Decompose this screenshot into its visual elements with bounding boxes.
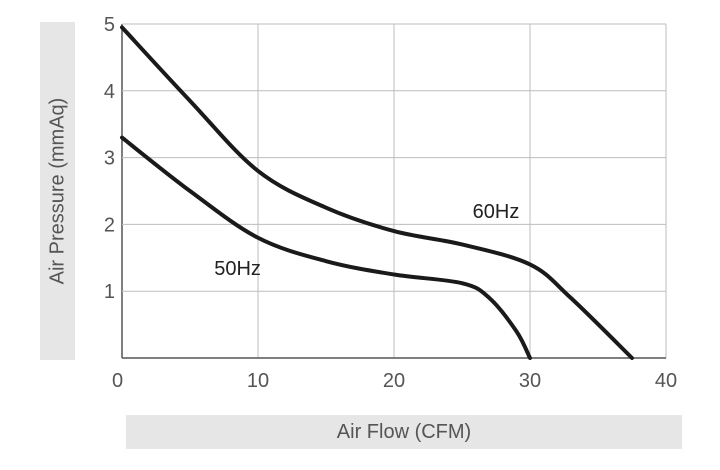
x-tick-label: 20 (383, 370, 405, 392)
y-axis-title-box: Air Pressure (mmAq) (40, 22, 75, 360)
x-axis-title: Air Flow (CFM) (336, 421, 472, 443)
y-tick-label: 1 (104, 281, 115, 303)
tick-labels: 0 10 20 30 40 1 2 3 4 5 (104, 14, 677, 392)
x-tick-label: 30 (519, 370, 541, 392)
grid (121, 23, 667, 359)
x-tick-label: 40 (655, 370, 677, 392)
series-line-50Hz (120, 135, 532, 360)
series-lines (120, 25, 634, 360)
x-tick-label: 0 (112, 370, 123, 392)
series-labels: 60Hz 50Hz (214, 201, 519, 280)
series-label: 60Hz (473, 201, 520, 223)
x-tick-label: 10 (247, 370, 269, 392)
series-label: 50Hz (214, 258, 261, 280)
y-tick-label: 3 (104, 148, 115, 170)
x-axis-title-box: Air Flow (CFM) (126, 415, 682, 449)
y-tick-label: 5 (104, 14, 115, 36)
y-tick-label: 2 (104, 214, 115, 236)
series-line-60Hz (120, 25, 634, 360)
y-tick-label: 4 (104, 81, 115, 103)
